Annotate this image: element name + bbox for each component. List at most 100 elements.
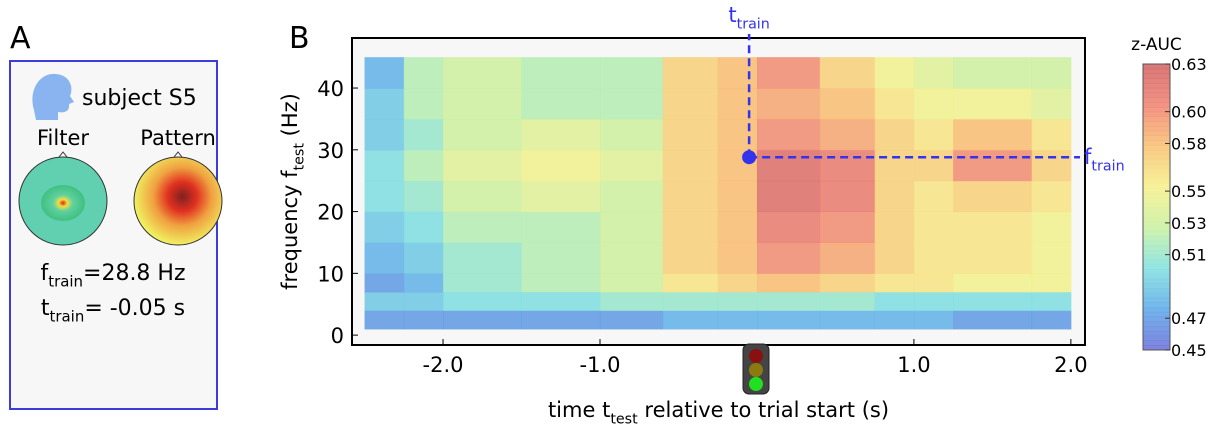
heatmap-cell — [443, 291, 523, 311]
colorbar-segment — [1143, 130, 1170, 136]
heatmap-cell — [756, 291, 821, 311]
heatmap-cell — [874, 273, 915, 293]
panel-label: B — [289, 21, 310, 56]
colorbar-segment — [1143, 125, 1170, 132]
heatmap-cell — [403, 149, 444, 182]
colorbar-segment — [1143, 140, 1170, 146]
heatmap-cell — [913, 88, 954, 120]
heatmap-cell — [521, 149, 601, 182]
colorbar-segment — [1143, 187, 1170, 194]
colorbar-segment — [1143, 245, 1170, 251]
colorbar-segment — [1143, 64, 1170, 70]
heatmap-cell — [662, 88, 719, 120]
heatmap-cell — [364, 242, 405, 274]
plot-frame — [351, 37, 1086, 346]
heatmap-cell — [662, 242, 719, 274]
heatmap-cell — [443, 242, 523, 274]
colorbar-segment — [1143, 311, 1170, 318]
y-axis-title: frequency ftest (Hz) — [278, 93, 307, 290]
colorbar-segment — [1143, 178, 1170, 184]
colorbar-segment — [1143, 78, 1170, 84]
colorbar-segment — [1143, 240, 1170, 246]
heatmap-cell — [953, 118, 1033, 151]
heatmap-cell — [662, 57, 719, 89]
colorbar-segment — [1143, 183, 1170, 189]
colorbar-segment — [1143, 121, 1170, 127]
heatmap-cell — [599, 291, 664, 311]
text: relative to trial start (s) — [638, 398, 889, 422]
heatmap-cell — [756, 149, 821, 182]
colorbar-segment — [1143, 168, 1170, 175]
heatmap-cell — [717, 180, 758, 213]
heatmap-cell — [953, 273, 1033, 293]
symbol: f — [40, 261, 49, 286]
heatmap-cell — [599, 149, 664, 182]
colorbar-segment — [1143, 254, 1170, 260]
colorbar-segment — [1143, 202, 1170, 208]
heatmap-cell — [874, 88, 915, 120]
train-freq-label: ftrain — [1084, 145, 1125, 174]
heatmap-cell — [1031, 310, 1072, 330]
heatmap-cell — [913, 273, 954, 293]
heatmap-cell — [521, 310, 601, 330]
heatmap-cell — [521, 57, 601, 89]
heatmap-cell — [1031, 180, 1072, 213]
colorbar-segment — [1143, 226, 1170, 232]
heatmap-cell — [756, 211, 821, 243]
head-icon — [32, 73, 74, 120]
heatmap-cell — [403, 273, 444, 293]
heatmap-cell — [403, 242, 444, 274]
colorbar-segment — [1143, 197, 1170, 203]
heatmap-cell — [913, 180, 954, 213]
heatmap-cell — [443, 149, 523, 182]
heatmap-cell — [874, 291, 915, 311]
colorbar-segment — [1143, 106, 1170, 113]
heatmap-cell — [403, 310, 444, 330]
heatmap-cell — [443, 118, 523, 151]
colorbar-segment — [1143, 330, 1170, 337]
heatmap-cell — [756, 242, 821, 274]
heatmap-cell — [443, 310, 523, 330]
heatmap-cell — [953, 180, 1033, 213]
x-tick-label: 1.0 — [897, 353, 930, 377]
pattern-topomap — [133, 156, 223, 246]
heatmap-cell — [874, 180, 915, 213]
colorbar-segment — [1143, 307, 1170, 313]
colorbar-tick-label: 0.45 — [1171, 341, 1207, 360]
heatmap-cell — [662, 149, 719, 182]
heatmap-cell — [662, 211, 719, 243]
colorbar-segment — [1143, 154, 1170, 160]
colorbar-segment — [1143, 207, 1170, 213]
heatmap-cell — [819, 88, 876, 120]
heatmap-cell — [521, 88, 601, 120]
heatmap-cell — [756, 118, 821, 151]
heatmap-cell — [443, 211, 523, 243]
heatmap-cell — [819, 291, 876, 311]
heatmap-cell — [521, 291, 601, 311]
heatmap-cell — [913, 211, 954, 243]
heatmap-cell — [1031, 88, 1072, 120]
heatmap-cell — [599, 242, 664, 274]
colorbar-segment — [1143, 316, 1170, 322]
colorbar-segment — [1143, 97, 1170, 103]
colorbar-segment — [1143, 326, 1170, 332]
colorbar-segment — [1143, 135, 1170, 141]
heatmap-cell — [913, 291, 954, 311]
heatmap-cell — [953, 57, 1033, 89]
heatmap-cell — [756, 180, 821, 213]
heatmap-cell — [874, 242, 915, 274]
heatmap-cell — [913, 310, 954, 330]
colorbar-tick-label: 0.51 — [1171, 246, 1207, 265]
y-tick-label: 40 — [317, 77, 344, 101]
heatmap-cell — [662, 118, 719, 151]
heatmap-cell — [953, 88, 1033, 120]
pattern-label: Pattern — [140, 126, 216, 150]
heatmap-cell — [364, 211, 405, 243]
colorbar-segment — [1143, 230, 1170, 237]
heatmap-cell — [443, 180, 523, 213]
colorbar-tick-label: 0.58 — [1171, 134, 1207, 153]
heatmap-cell — [1031, 149, 1072, 182]
subject-label: subject S5 — [82, 86, 197, 111]
panel-label: A — [10, 21, 31, 56]
colorbar-segment — [1143, 149, 1170, 156]
